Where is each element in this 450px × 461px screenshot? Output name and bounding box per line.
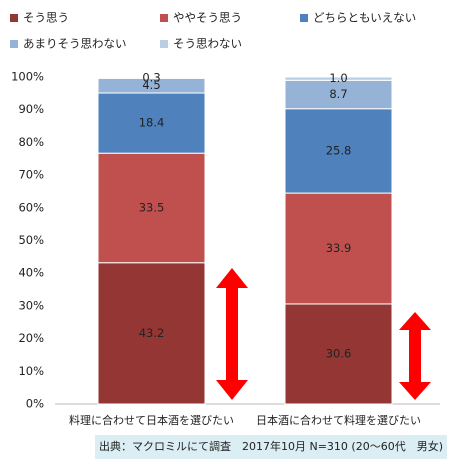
legend-swatch	[300, 14, 308, 22]
bar-segment	[97, 76, 206, 79]
y-tick-label: 90%	[18, 102, 44, 116]
legend-swatch	[160, 14, 168, 22]
bar-segment	[97, 92, 206, 154]
bar-segment	[284, 76, 393, 81]
x-tick-label: 日本酒に合わせて料理を選びたい	[256, 413, 421, 427]
bar-segment	[97, 152, 206, 264]
value-label: 30.6	[326, 346, 352, 360]
legend-swatch	[160, 40, 168, 48]
bar-segment	[284, 108, 393, 194]
value-label: 25.8	[326, 143, 352, 157]
value-label: 18.4	[139, 116, 165, 130]
y-tick-label: 80%	[18, 135, 44, 149]
bar-segment	[97, 262, 206, 405]
legend-swatch	[10, 14, 18, 22]
y-tick-label: 20%	[18, 331, 44, 345]
value-label: 33.5	[139, 200, 165, 214]
legend-label: そう思う	[23, 11, 69, 25]
y-tick-label: 40%	[18, 266, 44, 280]
y-tick-label: 0%	[26, 397, 44, 411]
bar-segment	[284, 303, 393, 405]
y-tick-label: 50%	[18, 233, 44, 247]
value-label: 0.3	[142, 70, 160, 84]
x-tick-label: 料理に合わせて日本酒を選びたい	[69, 413, 234, 427]
bar-segment	[284, 192, 393, 305]
value-label: 43.2	[139, 326, 165, 340]
value-label: 4.5	[142, 78, 160, 92]
y-tick-label: 100%	[11, 70, 44, 84]
legend-label: どちらともいえない	[313, 11, 416, 25]
y-tick-label: 10%	[18, 364, 44, 378]
y-tick-label: 70%	[18, 168, 44, 182]
value-label: 33.9	[326, 241, 352, 255]
y-tick-label: 30%	[18, 298, 44, 312]
arrow	[399, 312, 431, 400]
bar-segment	[284, 79, 393, 110]
value-label: 1.0	[329, 71, 347, 85]
value-label: 8.7	[329, 87, 347, 101]
arrow	[216, 268, 248, 400]
source-box	[95, 435, 447, 459]
legend-label: ややそう思う	[173, 11, 242, 25]
legend-label: あまりそう思わない	[23, 37, 127, 51]
legend-label: そう思わない	[173, 37, 242, 51]
y-tick-label: 60%	[18, 200, 44, 214]
source-note: 出典：マクロミルにて調査 2017年10月 N=310 (20～60代 男女)	[99, 439, 443, 453]
legend-swatch	[10, 40, 18, 48]
